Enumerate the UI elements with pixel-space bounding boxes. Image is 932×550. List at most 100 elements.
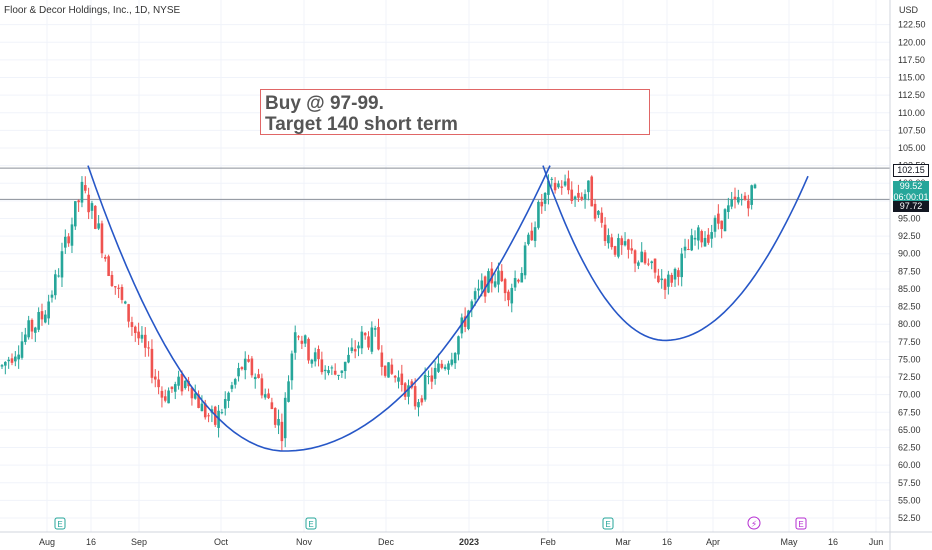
candle-body: [4, 361, 7, 366]
candle-body: [180, 373, 184, 392]
candle-body: [177, 376, 180, 386]
price-tick-label: 85.00: [898, 284, 921, 294]
candle-body: [413, 386, 417, 407]
trade-note[interactable]: Buy @ 97-99. Target 140 short term: [260, 89, 650, 135]
candle-body: [433, 367, 437, 379]
candle-body: [530, 230, 534, 241]
candle-body: [737, 197, 740, 203]
time-tick-label: 2023: [459, 537, 479, 547]
candle-body: [573, 196, 577, 200]
candle-body: [34, 327, 37, 333]
candle-body: [207, 415, 210, 417]
candle-body: [557, 183, 560, 188]
candle-body: [40, 311, 44, 320]
candle-body: [54, 274, 57, 296]
candle-body: [700, 231, 703, 243]
candle-body: [24, 334, 27, 343]
candle-body: [200, 403, 204, 412]
candle-body: [140, 334, 144, 339]
time-axis[interactable]: Aug 16 Sep Oct Nov Dec 2023 Feb Mar 16 Apr May 16 Jun: [0, 531, 932, 547]
candle-body: [563, 181, 567, 186]
time-tick-label: Apr: [706, 537, 720, 547]
candle-body: [727, 205, 730, 213]
candle-body: [27, 320, 30, 338]
candle-body: [450, 359, 454, 365]
candle-body: [133, 326, 137, 334]
candle-body: [657, 275, 660, 283]
candle-body: [383, 365, 387, 376]
time-tick-label: Oct: [214, 537, 229, 547]
currency-label: USD: [899, 5, 919, 15]
candle-body: [460, 317, 464, 334]
candle-body: [590, 176, 594, 207]
candle-body: [740, 199, 743, 201]
price-tick-label: 80.00: [898, 319, 921, 329]
price-tick-label: 72.50: [898, 372, 921, 382]
candle-body: [280, 421, 284, 442]
candle-body: [220, 412, 224, 414]
candle-body: [130, 322, 134, 327]
candle-body: [683, 246, 687, 251]
candle-body: [670, 274, 674, 283]
candle-body: [577, 192, 580, 198]
candle-body: [623, 241, 627, 246]
support-price-value: 97.72: [899, 201, 923, 211]
earnings-marker-icon: [305, 517, 317, 530]
candle-body: [150, 348, 154, 378]
candle-body: [137, 331, 140, 339]
candle-body: [163, 396, 167, 401]
candle-body: [103, 256, 107, 259]
candle-body: [463, 316, 467, 327]
candle-body: [263, 394, 267, 398]
candle-body: [603, 224, 607, 242]
candle-body: [147, 347, 150, 349]
candle-body: [570, 189, 574, 201]
resistance-price-value: 102.15: [897, 165, 925, 175]
candle-body: [113, 286, 117, 288]
candle-body: [493, 281, 497, 287]
candle-body: [297, 336, 300, 338]
candle-body: [83, 185, 87, 191]
candle-body: [300, 340, 304, 344]
candle-body: [170, 386, 174, 390]
candle-body: [503, 279, 507, 294]
candle-body: [223, 399, 227, 409]
price-axis[interactable]: 52.50 55.00 57.50 60.00 62.50 65.00 67.50 70.00…: [889, 0, 926, 550]
candle-body: [190, 387, 194, 399]
candle-body: [707, 234, 710, 243]
candle-body: [7, 359, 10, 362]
candle-body: [517, 279, 520, 282]
candle-body: [620, 238, 624, 246]
candle-body: [750, 185, 753, 205]
candle-body: [560, 186, 564, 188]
candle-body: [467, 310, 470, 330]
candle-body: [340, 370, 344, 373]
candle-body: [320, 359, 324, 373]
candle-body: [520, 272, 524, 283]
candle-body: [667, 274, 670, 287]
price-tick-label: 117.50: [898, 55, 925, 65]
candle-body: [643, 252, 647, 264]
candle-body: [90, 203, 94, 211]
candle-body: [107, 256, 110, 277]
candle-body: [303, 335, 307, 344]
candle-body: [477, 288, 480, 291]
candle-body: [690, 235, 693, 251]
candle-body: [110, 274, 114, 286]
candle-body: [50, 294, 54, 298]
candle-body: [403, 383, 407, 397]
candle-body: [617, 238, 620, 257]
candle-body: [723, 209, 727, 232]
candle-body: [167, 390, 170, 404]
candle-body: [583, 194, 587, 200]
candle-body: [523, 245, 527, 276]
candle-body: [533, 227, 537, 241]
candle-body: [74, 201, 77, 227]
candle-body: [117, 287, 120, 289]
candle-body: [580, 196, 584, 200]
candle-body: [470, 301, 474, 310]
event-markers: E E E E ⚡: [54, 516, 807, 530]
candle-body: [143, 334, 147, 348]
earnings-marker-label: E: [798, 520, 803, 529]
